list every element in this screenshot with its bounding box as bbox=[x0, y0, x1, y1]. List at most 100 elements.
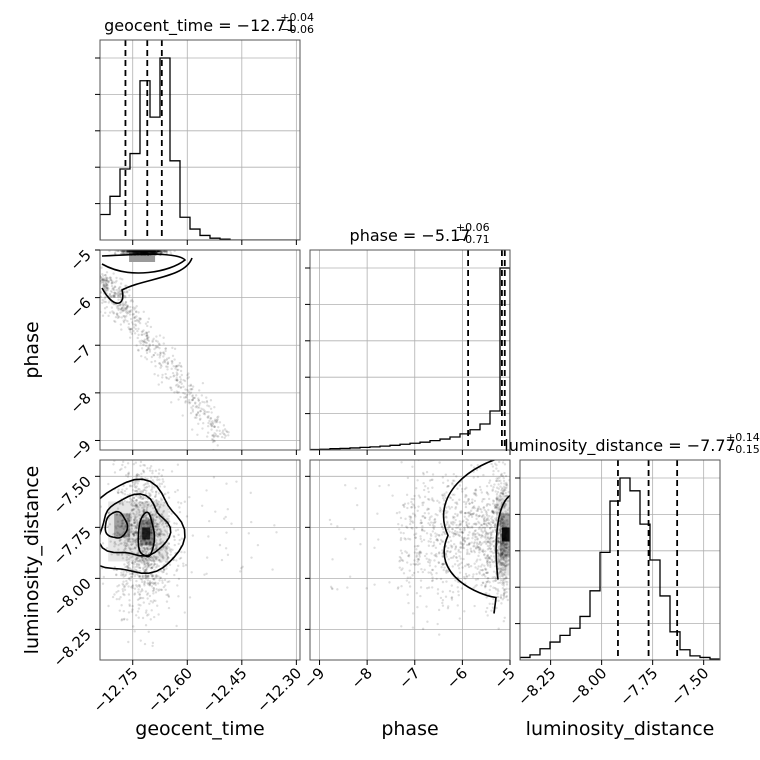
sample-point bbox=[143, 250, 147, 253]
sample-point bbox=[191, 385, 195, 388]
sample-point bbox=[464, 503, 468, 506]
sample-point bbox=[500, 472, 503, 476]
sample-point bbox=[426, 560, 430, 564]
sample-point bbox=[461, 537, 465, 540]
sample-point bbox=[492, 469, 495, 473]
sample-point bbox=[501, 527, 504, 530]
panel-grid-2-2 bbox=[520, 460, 720, 660]
sample-point bbox=[94, 292, 96, 294]
sample-point bbox=[179, 364, 183, 368]
sample-point bbox=[502, 594, 506, 598]
sample-point bbox=[468, 502, 471, 505]
sample-point bbox=[135, 541, 138, 544]
sample-point bbox=[125, 252, 128, 255]
sample-point bbox=[142, 528, 145, 531]
sample-point bbox=[474, 529, 477, 532]
sample-point bbox=[133, 250, 137, 253]
sample-point bbox=[140, 250, 144, 254]
sample-point bbox=[182, 385, 185, 388]
sample-point bbox=[138, 250, 141, 253]
sample-point bbox=[127, 250, 130, 253]
sample-point bbox=[153, 250, 157, 253]
sample-point bbox=[223, 436, 226, 439]
sample-point bbox=[408, 538, 412, 541]
sample-point bbox=[426, 487, 430, 490]
sample-point bbox=[135, 504, 139, 507]
sample-point bbox=[426, 497, 430, 501]
sample-point bbox=[443, 494, 446, 497]
sample-point bbox=[497, 546, 500, 549]
sample-point bbox=[159, 351, 162, 354]
sample-point bbox=[143, 250, 147, 253]
sample-point bbox=[145, 541, 149, 544]
sample-point bbox=[137, 556, 140, 559]
sample-point bbox=[408, 569, 411, 572]
sample-point bbox=[504, 550, 507, 554]
sample-point bbox=[501, 517, 504, 521]
sample-point bbox=[143, 332, 146, 336]
sample-point bbox=[122, 250, 125, 253]
sample-point bbox=[489, 539, 492, 543]
sample-point bbox=[456, 513, 459, 516]
sample-point bbox=[131, 584, 135, 587]
sample-point bbox=[485, 491, 489, 494]
sample-point bbox=[177, 501, 180, 504]
sample-point bbox=[129, 498, 132, 501]
sample-point bbox=[505, 486, 508, 489]
sample-point bbox=[503, 565, 507, 568]
sample-point bbox=[149, 541, 152, 544]
sample-point bbox=[504, 557, 508, 560]
sample-point bbox=[230, 522, 233, 525]
sample-point bbox=[133, 508, 136, 511]
sample-point bbox=[110, 282, 114, 285]
sample-point bbox=[501, 521, 504, 524]
sample-point bbox=[138, 250, 142, 253]
sample-point bbox=[441, 454, 443, 456]
sample-point bbox=[119, 308, 122, 311]
sample-point bbox=[497, 540, 500, 543]
sample-point bbox=[164, 349, 167, 353]
x-tick-label: −8 bbox=[348, 664, 376, 692]
sample-point bbox=[227, 434, 230, 437]
sample-point bbox=[137, 564, 141, 567]
sample-point bbox=[102, 277, 106, 280]
sample-point bbox=[157, 250, 160, 253]
sample-point bbox=[142, 523, 145, 526]
sample-point bbox=[149, 251, 153, 254]
sample-point bbox=[503, 561, 507, 564]
sample-point bbox=[498, 531, 501, 534]
sample-point bbox=[199, 409, 202, 413]
sample-point bbox=[164, 250, 168, 253]
sample-point bbox=[486, 540, 490, 544]
sample-point bbox=[142, 576, 145, 580]
sample-point bbox=[138, 250, 141, 253]
sample-point bbox=[483, 553, 486, 557]
sample-point bbox=[141, 250, 144, 253]
sample-point bbox=[453, 479, 456, 483]
sample-point bbox=[169, 550, 173, 553]
sample-point bbox=[476, 546, 480, 550]
sample-point bbox=[205, 572, 208, 575]
sample-point bbox=[135, 250, 139, 253]
sample-point bbox=[102, 281, 105, 284]
sample-point bbox=[140, 531, 144, 534]
sample-point bbox=[492, 544, 495, 548]
title-upper-error: +0.04 bbox=[280, 11, 314, 24]
sample-point bbox=[147, 565, 150, 569]
sample-point bbox=[501, 537, 505, 540]
sample-point bbox=[437, 561, 440, 564]
sample-point bbox=[105, 305, 109, 309]
sample-point bbox=[490, 531, 493, 535]
sample-point bbox=[430, 552, 433, 555]
sample-point bbox=[136, 250, 139, 253]
sample-point bbox=[158, 539, 162, 542]
sample-point bbox=[154, 548, 157, 551]
sample-point bbox=[406, 576, 410, 579]
sample-point bbox=[458, 555, 461, 558]
sample-point bbox=[134, 250, 138, 253]
sample-point bbox=[421, 528, 424, 532]
sample-point bbox=[498, 499, 501, 502]
sample-point bbox=[157, 551, 161, 554]
sample-point bbox=[153, 475, 156, 479]
sample-point bbox=[141, 549, 144, 552]
